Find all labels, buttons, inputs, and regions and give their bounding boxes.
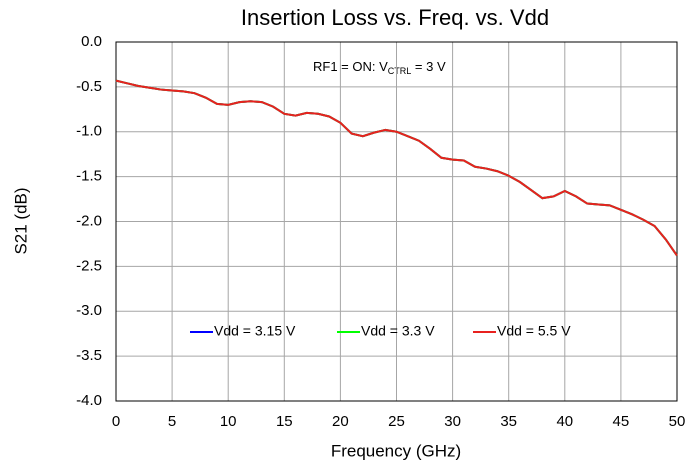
y-tick-label: -0.5 bbox=[76, 78, 102, 95]
annotation-main: RF1 = ON: V bbox=[313, 59, 388, 74]
y-axis-label: S21 (dB) bbox=[11, 187, 30, 254]
x-tick-label: 20 bbox=[332, 413, 349, 430]
legend-label: Vdd = 3.3 V bbox=[361, 323, 435, 339]
legend-label: Vdd = 3.15 V bbox=[214, 323, 296, 339]
x-tick-label: 25 bbox=[388, 413, 405, 430]
x-tick-label: 40 bbox=[556, 413, 573, 430]
y-tick-label: -3.0 bbox=[76, 302, 102, 319]
x-tick-label: 50 bbox=[669, 413, 686, 430]
legend-label: Vdd = 5.5 V bbox=[497, 323, 571, 339]
plot-border bbox=[115, 41, 678, 402]
y-tick-label: -3.5 bbox=[76, 347, 102, 364]
y-tick-label: -1.0 bbox=[76, 123, 102, 140]
x-tick-label: 45 bbox=[613, 413, 630, 430]
chart-title: Insertion Loss vs. Freq. vs. Vdd bbox=[241, 5, 549, 30]
x-tick-label: 15 bbox=[276, 413, 293, 430]
x-axis-label: Frequency (GHz) bbox=[331, 441, 461, 460]
y-tick-label: -4.0 bbox=[76, 392, 102, 409]
x-tick-label: 30 bbox=[444, 413, 461, 430]
annotation: RF1 = ON: VCTRL = 3 V bbox=[313, 59, 446, 76]
y-tick-label: -1.5 bbox=[76, 168, 102, 185]
annotation-sub: CTRL bbox=[388, 66, 412, 76]
x-tick-label: 10 bbox=[220, 413, 237, 430]
series-line bbox=[115, 79, 678, 257]
y-tick-label: 0.0 bbox=[81, 33, 102, 50]
annotation-tail: = 3 V bbox=[411, 59, 446, 74]
x-tick-label: 5 bbox=[168, 413, 176, 430]
x-tick-label: 0 bbox=[112, 413, 120, 430]
x-tick-label: 35 bbox=[500, 413, 517, 430]
y-tick-label: -2.0 bbox=[76, 212, 102, 229]
y-tick-label: -2.5 bbox=[76, 257, 102, 274]
